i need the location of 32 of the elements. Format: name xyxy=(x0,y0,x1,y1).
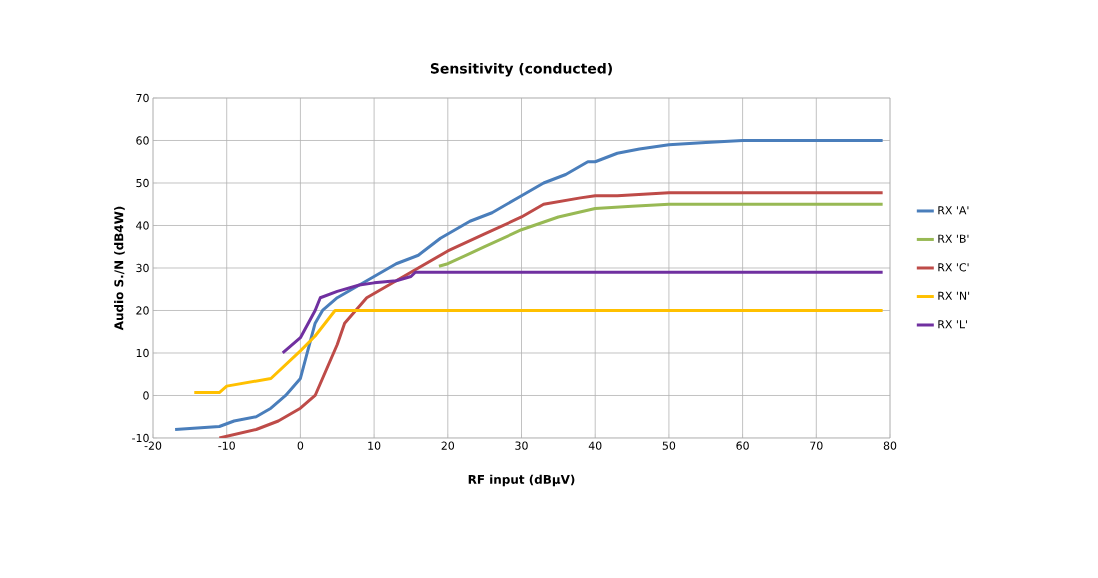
y-tick-label: 20 xyxy=(136,306,149,315)
x-tick-label: 80 xyxy=(883,441,897,450)
legend-label: RX 'N' xyxy=(938,291,970,300)
x-axis-title: RF input (dBµV) xyxy=(468,474,575,487)
y-tick-label: 10 xyxy=(136,348,149,358)
x-tick-label: 70 xyxy=(810,441,823,450)
y-tick-label: 60 xyxy=(136,136,149,145)
y-tick-label: 50 xyxy=(136,178,149,188)
legend-label: RX 'L' xyxy=(938,320,967,329)
legend-label: RX 'B' xyxy=(938,234,969,243)
x-tick-label: 40 xyxy=(588,441,602,450)
legend-label: RX 'A' xyxy=(938,206,969,215)
y-tick-label: -10 xyxy=(132,433,149,443)
x-tick-label: -20 xyxy=(144,441,162,450)
x-tick-label: 30 xyxy=(515,441,528,450)
y-tick-label: 30 xyxy=(136,263,149,273)
line-series xyxy=(437,202,885,268)
x-tick-label: 20 xyxy=(441,441,455,450)
y-axis-title: Audio S./N (dB4W) xyxy=(114,206,125,331)
x-tick-label: 60 xyxy=(736,441,749,450)
y-tick-label: 70 xyxy=(136,93,149,103)
x-tick-label: 0 xyxy=(297,441,304,450)
y-tick-label: 40 xyxy=(136,221,149,230)
x-tick-label: 50 xyxy=(662,441,676,450)
x-tick-label: 10 xyxy=(368,441,381,450)
y-tick-label: 0 xyxy=(143,391,149,400)
chart-title: Sensitivity (conducted) xyxy=(430,62,612,77)
line-series xyxy=(281,270,885,355)
line-series xyxy=(173,138,885,431)
line-series xyxy=(192,308,885,395)
legend-label: RX 'C' xyxy=(938,263,969,272)
x-tick-label: -10 xyxy=(218,441,235,450)
